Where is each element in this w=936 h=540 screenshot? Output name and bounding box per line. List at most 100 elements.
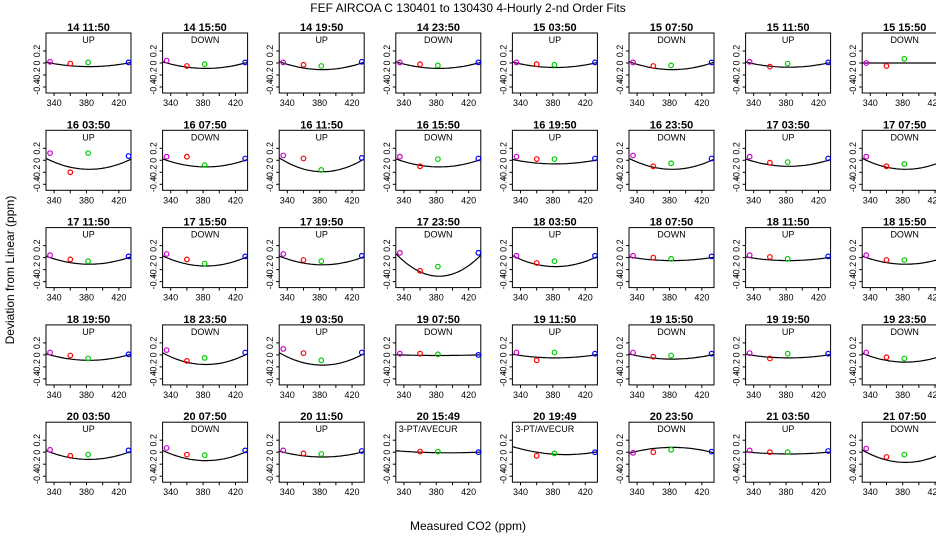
y-tick-label: -0.2 [149,165,159,181]
data-point [533,156,540,163]
data-point [280,59,287,66]
y-tick-label: -0.2 [149,456,159,472]
y-tick-label: -0.4 [615,79,625,95]
y-tick-label: 0 [382,255,392,260]
panel-title: 17 15:50 [183,217,226,229]
y-tick-label: -0.4 [149,274,159,290]
y-tick-label: 0 [615,158,625,163]
data-point [318,166,325,173]
y-tick-label: -0.4 [615,371,625,387]
data-point [47,349,53,356]
x-tick-label: 380 [779,195,794,205]
y-tick-label: 0.2 [615,45,625,58]
data-point [825,448,832,454]
fit-curve [395,61,481,69]
y-tick-label: -0.2 [615,67,625,83]
panel-label: UP [782,327,795,337]
y-tick-label: 0.2 [848,239,858,252]
x-tick-label: 380 [79,98,94,108]
y-tick-label: 0.2 [498,45,508,58]
data-point [766,254,773,260]
data-point [183,358,190,364]
y-tick-label: -0.2 [498,262,508,278]
x-tick-label: 340 [863,487,878,497]
x-tick-label: 340 [280,293,295,303]
y-tick-label: 0.2 [32,434,42,447]
y-tick-label: -0.2 [382,359,392,375]
data-point [630,152,636,159]
data-point [183,153,190,160]
y-tick-label: -0.2 [265,262,275,278]
panel-label: DOWN [890,132,919,142]
x-tick-label: 380 [79,195,94,205]
y-tick-label: -0.4 [32,177,42,193]
y-tick-label: -0.4 [848,79,858,95]
y-tick-label: -0.4 [265,468,275,484]
y-tick-label: 0 [149,450,159,455]
fit-curve [745,158,831,167]
data-point [183,451,190,458]
data-point [125,253,132,260]
x-tick-label: 340 [396,195,411,205]
data-point [708,350,715,357]
data-point [358,349,365,356]
data-point [630,252,636,259]
x-tick-label: 420 [811,487,826,497]
x-tick-label: 340 [396,293,411,303]
x-tick-label: 380 [196,98,211,108]
data-point [85,59,91,66]
x-tick-label: 420 [345,98,360,108]
data-point [358,252,365,259]
data-point [746,58,753,65]
fit-curve [862,255,936,265]
y-tick-label: 0.2 [498,142,508,155]
data-point [708,155,715,162]
x-tick-label: 420 [111,390,126,400]
y-tick-label: 0 [848,255,858,260]
fit-curve [279,61,365,71]
y-tick-label: -0.2 [265,165,275,181]
data-point [475,249,482,256]
panel-title: 20 19:49 [533,411,576,423]
x-tick-label: 340 [863,195,878,205]
x-tick-label: 420 [461,195,476,205]
y-tick-label: -0.4 [498,468,508,484]
y-tick-label: 0 [498,60,508,65]
x-tick-label: 420 [578,487,593,497]
panel-title: 20 03:50 [67,411,110,423]
data-point [475,59,482,66]
fit-curve [628,256,715,262]
x-tick-label: 340 [396,98,411,108]
y-tick-label: 0.2 [848,142,858,155]
data-point [592,59,598,66]
data-point [125,59,132,66]
y-tick-label: 0 [32,60,42,65]
y-tick-label: -0.2 [615,359,625,375]
x-tick-label: 380 [312,487,327,497]
data-point [668,446,674,453]
y-tick-label: -0.4 [265,371,275,387]
y-tick-label: 0.2 [32,45,42,58]
x-tick-label: 380 [895,293,910,303]
y-tick-label: 0.2 [382,337,392,350]
x-tick-label: 340 [746,195,761,205]
y-tick-label: 0.2 [498,239,508,252]
panel-label: UP [549,132,562,142]
y-tick-label: -0.4 [732,371,742,387]
panel-label: UP [82,327,95,337]
x-tick-label: 340 [630,195,645,205]
panel-label: DOWN [191,35,220,45]
y-tick-label: 0 [615,450,625,455]
fit-curve [745,353,831,359]
x-tick-label: 380 [429,195,444,205]
y-tick-label: 0.2 [32,239,42,252]
data-point [434,156,441,163]
data-point [396,59,403,66]
panel-title: 18 03:50 [533,217,576,229]
y-tick-label: -0.4 [732,274,742,290]
